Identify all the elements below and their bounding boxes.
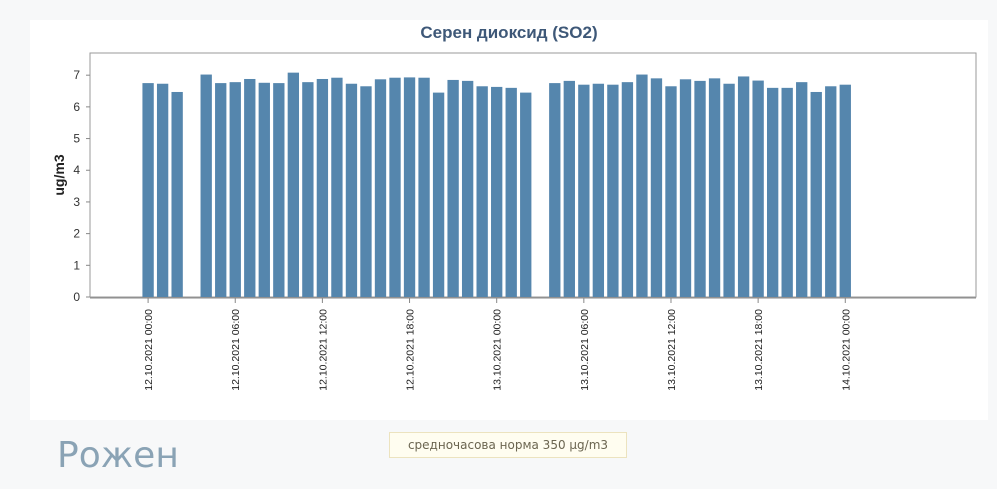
bar	[156, 83, 169, 297]
bar	[796, 82, 808, 297]
chart-panel: Серен диоксид (SO2) 0 1 2 3 4 5 6 7 ug/m3 12.10.2…	[30, 20, 988, 420]
bar	[737, 76, 750, 297]
bar	[650, 78, 663, 297]
bar	[665, 86, 677, 297]
bar	[636, 74, 648, 297]
bar	[389, 77, 401, 297]
y-tick-label: 1	[73, 258, 80, 272]
bar	[592, 83, 605, 297]
bar	[171, 91, 183, 297]
bar	[679, 79, 692, 297]
bar	[578, 84, 590, 297]
y-tick-label: 3	[73, 195, 80, 209]
norm-badge: средночасова норма 350 µg/m3	[389, 432, 627, 458]
bar	[345, 83, 358, 297]
bar	[331, 77, 343, 297]
bar	[723, 83, 735, 297]
bar	[302, 82, 314, 297]
x-tick-label: 14.10.2021 00:00	[840, 309, 852, 391]
y-tick-label: 7	[73, 68, 80, 82]
bar	[491, 86, 503, 297]
x-tick-label: 12.10.2021 06:00	[230, 309, 242, 391]
x-tick-label: 12.10.2021 18:00	[405, 309, 417, 391]
bar	[781, 87, 793, 297]
bar	[810, 91, 822, 297]
bar	[142, 83, 154, 297]
bar	[505, 87, 517, 297]
bar	[752, 80, 764, 297]
bar	[461, 80, 474, 297]
bar	[229, 82, 241, 297]
y-tick-label: 0	[73, 290, 80, 304]
y-tick-label: 5	[73, 132, 80, 146]
bar	[418, 77, 430, 297]
x-tick-label: 13.10.2021 06:00	[579, 309, 591, 391]
bar	[825, 86, 837, 297]
bar	[520, 92, 532, 298]
bar	[766, 87, 779, 297]
x-tick-label: 12.10.2021 12:00	[317, 309, 329, 391]
y-tick-label: 6	[73, 100, 80, 114]
station-name: Рожен	[57, 435, 179, 476]
bar	[432, 92, 445, 298]
y-tick-label: 2	[73, 227, 80, 241]
bar	[360, 86, 372, 297]
bar	[549, 83, 561, 297]
y-tick-label: 4	[73, 163, 80, 177]
x-tick-label: 13.10.2021 18:00	[753, 309, 765, 391]
bar	[258, 82, 270, 297]
bar	[839, 84, 851, 297]
bar	[607, 84, 619, 297]
x-tick-label: 13.10.2021 12:00	[666, 309, 678, 391]
bar	[694, 80, 706, 297]
bar	[708, 78, 721, 297]
bar	[374, 79, 387, 297]
bar	[287, 72, 300, 297]
bar	[200, 74, 212, 297]
bar	[447, 79, 459, 298]
bar	[215, 83, 227, 297]
bar	[621, 82, 634, 297]
chart-svg: 0 1 2 3 4 5 6 7 ug/m3 12.10.2021 00:00 12.10.2021 …	[51, 52, 977, 391]
chart-title: Серен диоксид (SO2)	[420, 23, 598, 42]
x-tick-label: 13.10.2021 00:00	[492, 309, 504, 391]
bar	[273, 83, 285, 297]
bar	[403, 77, 416, 298]
y-axis-label: ug/m3	[51, 154, 67, 195]
bar	[563, 80, 575, 297]
bar	[316, 78, 329, 297]
bar	[244, 78, 256, 297]
x-tick-label: 12.10.2021 00:00	[143, 309, 155, 391]
bar	[476, 86, 488, 297]
